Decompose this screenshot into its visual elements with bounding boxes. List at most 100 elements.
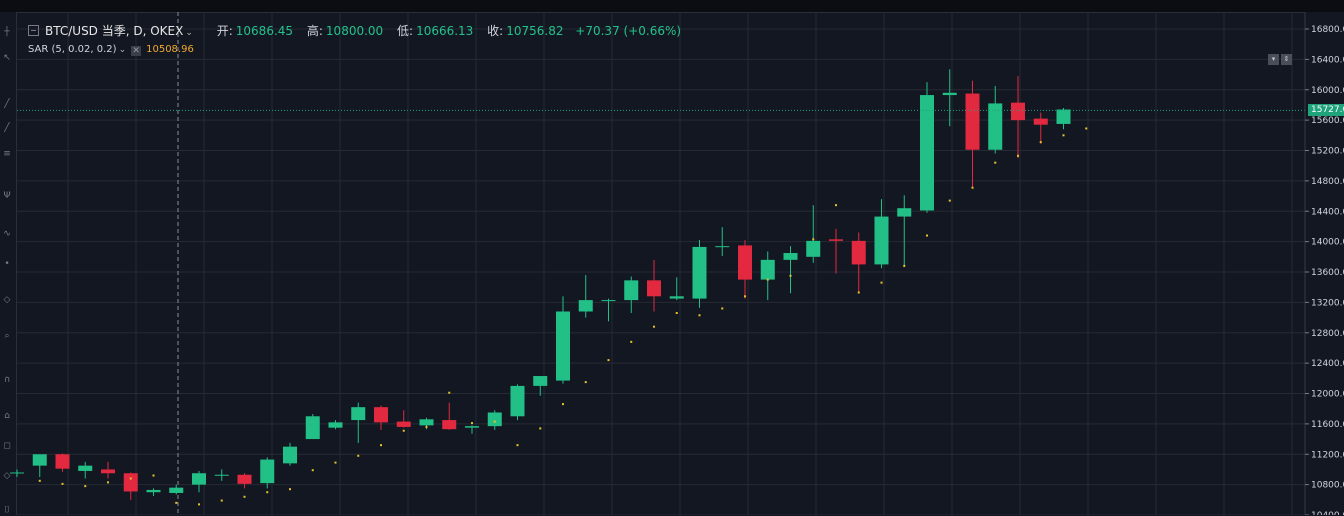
current-price-badge: 15727.6 — [1308, 104, 1344, 117]
candle-body — [1056, 109, 1071, 124]
visibility-tool-icon[interactable]: ◻ — [3, 441, 11, 451]
sar-dot — [1039, 141, 1042, 144]
candle-body — [897, 208, 912, 217]
candle-body — [920, 95, 934, 211]
sar-dot — [880, 281, 883, 284]
change-value: +70.37 (+0.66%) — [575, 24, 682, 38]
sar-dot — [493, 420, 496, 423]
high-value: 10800.00 — [325, 24, 384, 38]
sar-dot — [266, 491, 269, 494]
hide-indicator-icon[interactable]: ✕ — [131, 46, 142, 56]
dot-tool-icon[interactable]: • — [4, 259, 10, 269]
price-tick-label: 12400.00 — [1311, 359, 1344, 369]
candle-body — [305, 416, 320, 440]
sar-dot — [152, 474, 155, 477]
ohlc-legend: BTC/USD 当季, D, OKEX ⌄ 开: 10686.45 高: 10800.… — [28, 22, 681, 39]
chevron-down-icon[interactable]: ⌄ — [185, 28, 193, 38]
candle-body — [647, 280, 661, 297]
sar-dot — [471, 422, 473, 425]
shape-tool-icon[interactable]: ◇ — [3, 295, 11, 305]
ray-tool-icon[interactable]: ╱ — [4, 123, 10, 133]
sar-dot — [971, 186, 974, 189]
crosshair-tool-icon[interactable]: ┼ — [4, 27, 10, 37]
candle-body — [55, 454, 70, 469]
close-label: 收: — [487, 24, 504, 38]
fib-tool-icon[interactable]: ≡ — [3, 149, 11, 159]
eraser-tool-icon[interactable]: ◇ — [3, 471, 11, 481]
candle-body — [396, 421, 411, 427]
price-tick-label: 12800.00 — [1311, 329, 1344, 339]
lock-tool-icon[interactable]: ⌂ — [4, 411, 10, 421]
sar-indicator-value: 10508.96 — [146, 44, 194, 55]
candle-body — [169, 487, 184, 493]
cursor-tool-icon[interactable]: ↖ — [3, 53, 11, 63]
sar-dot — [334, 461, 337, 464]
sar-dot — [744, 295, 746, 298]
brush-tool-icon[interactable]: ∿ — [3, 229, 11, 239]
price-tick-label: 10800.00 — [1311, 481, 1344, 491]
sar-dot — [84, 485, 87, 488]
candle-body — [783, 253, 798, 260]
chevron-down-icon[interactable]: ⌄ — [118, 45, 127, 55]
candle-body — [942, 92, 957, 96]
candle-body — [533, 376, 548, 386]
sar-dot — [220, 499, 223, 502]
sar-dot — [926, 234, 928, 237]
candle-body — [146, 489, 161, 493]
candle-body — [442, 420, 457, 430]
sar-dot — [721, 307, 724, 310]
candle-body — [578, 300, 593, 312]
candle-body — [760, 259, 775, 280]
sar-dot — [994, 161, 997, 164]
candles — [10, 69, 1071, 500]
candle-body — [1033, 118, 1048, 125]
high-label: 高: — [306, 24, 323, 38]
candle-body — [806, 240, 821, 257]
collapse-pane-icon[interactable]: ▾ — [1268, 54, 1279, 65]
price-tick-label: 13600.00 — [1311, 268, 1344, 278]
candle-body — [556, 311, 570, 381]
symbol-label[interactable]: BTC/USD 当季, D, OKEX — [45, 24, 184, 38]
price-tick-label: 14400.00 — [1311, 207, 1344, 217]
candle-body — [123, 473, 138, 492]
collapse-legend-icon[interactable] — [28, 25, 39, 36]
sar-dot — [857, 291, 860, 294]
candle-body — [192, 473, 206, 485]
sar-dot — [243, 495, 246, 498]
candle-body — [374, 407, 388, 423]
candle-body — [351, 407, 366, 421]
magnet-tool-icon[interactable]: ∩ — [3, 375, 11, 385]
candle-body — [851, 240, 866, 265]
drawing-toolbar: ┼ ↖ ╱ ╱ ≡ Ψ ∿ • ◇ ⌕ ∩ ⌂ ◻ ◇ ⌷ — [0, 12, 17, 515]
pane-controls: ▾ ⇕ — [1266, 46, 1292, 65]
candle-body — [510, 385, 525, 417]
sar-dot — [607, 359, 610, 362]
maximize-pane-icon[interactable]: ⇕ — [1281, 54, 1292, 65]
pitchfork-tool-icon[interactable]: Ψ — [3, 191, 11, 201]
sar-dot — [311, 469, 314, 472]
zoom-tool-icon[interactable]: ⌕ — [4, 331, 10, 341]
candle-body — [738, 245, 752, 280]
sar-dot — [1017, 154, 1019, 157]
candle-body — [419, 419, 434, 426]
candle-body — [101, 469, 115, 474]
trend-line-tool-icon[interactable]: ╱ — [4, 99, 10, 109]
sar-dot — [630, 340, 633, 343]
candle-body — [988, 103, 1003, 150]
indicator-legend: SAR (5, 0.02, 0.2) ⌄ ✕ 10508.96 — [28, 44, 194, 56]
open-value: 10686.45 — [235, 24, 294, 38]
candle-body — [669, 296, 684, 299]
chart-grid — [17, 12, 1305, 515]
trash-tool-icon[interactable]: ⌷ — [4, 505, 10, 515]
sar-indicator-label[interactable]: SAR (5, 0.02, 0.2) — [28, 44, 117, 55]
sar-dot — [402, 429, 405, 432]
price-tick-label: 12000.00 — [1311, 390, 1344, 400]
sar-dot — [425, 425, 428, 428]
price-tick-label: 11600.00 — [1311, 420, 1344, 430]
price-tick-label: 14800.00 — [1311, 177, 1344, 187]
open-label: 开: — [216, 24, 233, 38]
price-tick-label: 11200.00 — [1311, 450, 1344, 460]
sar-dot — [1062, 134, 1065, 137]
candle-body — [624, 280, 639, 301]
